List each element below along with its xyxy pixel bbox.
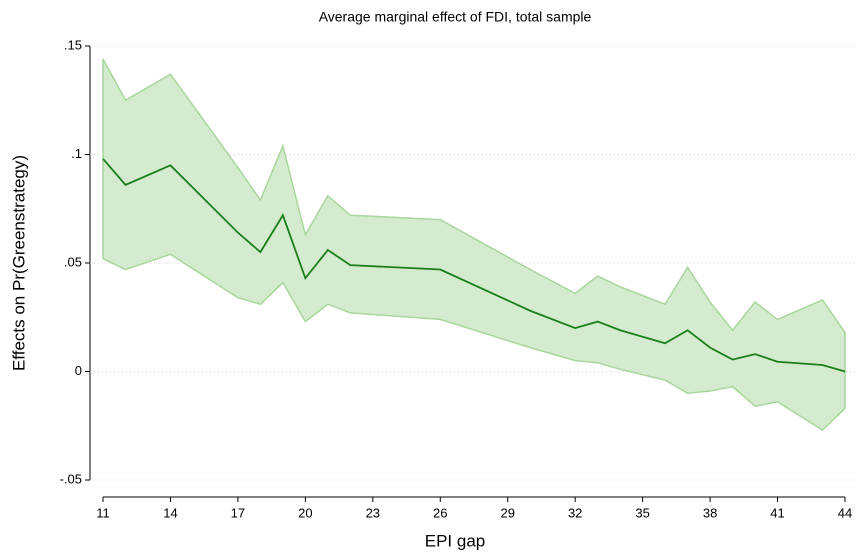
x-tick-label: 11: [96, 505, 110, 520]
x-tick-label: 26: [433, 505, 447, 520]
x-tick-label: 41: [770, 505, 784, 520]
effect-line: [102, 158, 846, 373]
y-tick-label: 0: [75, 363, 82, 378]
chart-title: Average marginal effect of FDI, total sa…: [319, 9, 592, 25]
x-tick-label: 29: [500, 505, 514, 520]
x-tick-label: 14: [163, 505, 177, 520]
x-tick-label: 38: [703, 505, 717, 520]
y-tick-label: .1: [71, 146, 82, 161]
x-tick-label: 32: [568, 505, 582, 520]
x-axis-label: EPI gap: [425, 531, 486, 550]
confidence-band: [102, 58, 846, 432]
y-axis-label: Effects on Pr(Greenstrategy): [9, 155, 28, 371]
y-tick-label: .15: [64, 37, 82, 52]
y-tick-label: .05: [64, 254, 82, 269]
y-tick-label: -.05: [60, 471, 82, 486]
x-tick-label: 35: [635, 505, 649, 520]
x-tick-label: 23: [366, 505, 380, 520]
x-tick-label: 17: [231, 505, 245, 520]
x-tick-label: 44: [838, 505, 852, 520]
x-tick-label: 20: [298, 505, 312, 520]
